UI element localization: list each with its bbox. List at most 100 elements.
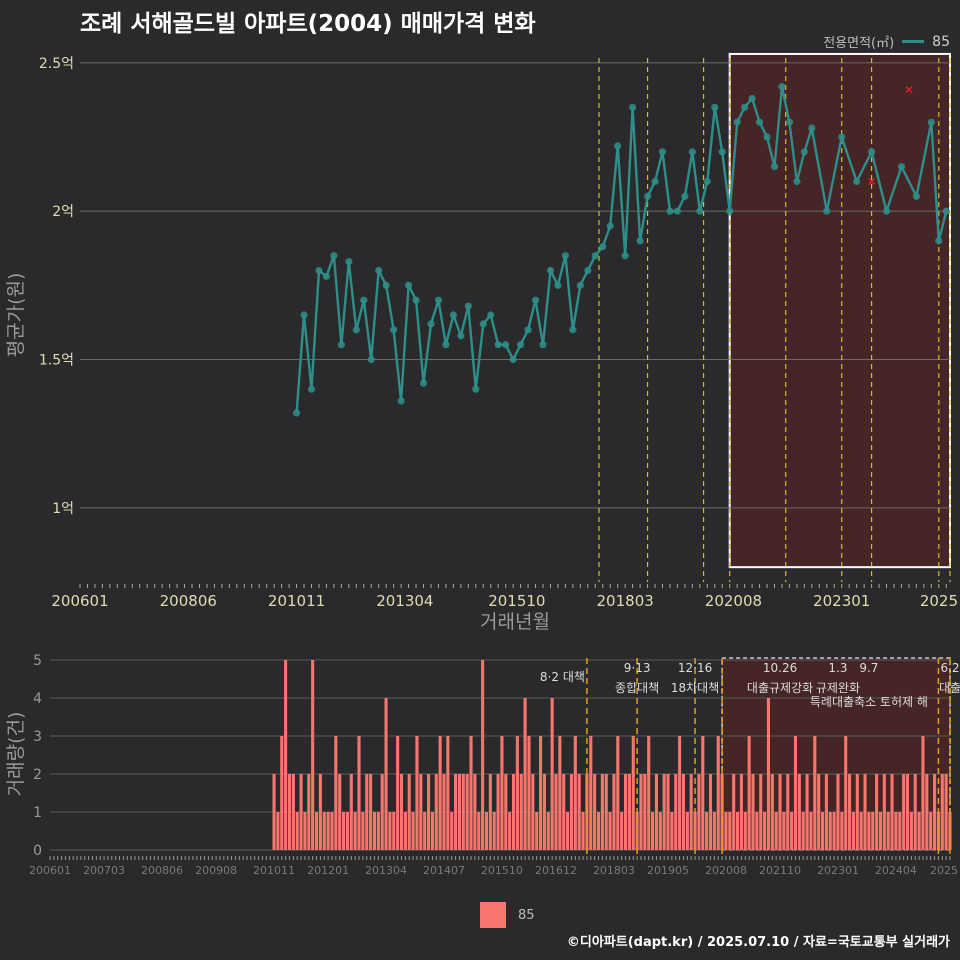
- volume-bar: [882, 774, 886, 850]
- volume-bar: [763, 812, 767, 850]
- volume-bar: [681, 774, 686, 850]
- volume-bar: [272, 774, 276, 850]
- volume-bar: [751, 774, 755, 850]
- bottom-y-tick-label: 0: [33, 843, 42, 859]
- price-point: [479, 320, 487, 328]
- price-point: [718, 148, 726, 156]
- volume-bar: [338, 774, 342, 850]
- volume-bar: [623, 774, 628, 850]
- volume-bar: [905, 774, 910, 850]
- volume-bar: [824, 774, 828, 850]
- volume-bar: [299, 774, 303, 850]
- volume-bar: [465, 774, 469, 850]
- bottom-y-tick-label: 3: [33, 729, 42, 745]
- volume-bar: [303, 812, 307, 850]
- volume-bar: [500, 736, 504, 850]
- volume-bar: [596, 812, 601, 850]
- price-point: [360, 296, 368, 304]
- volume-bar: [523, 698, 527, 850]
- volume-bar: [542, 774, 546, 850]
- volume-bar: [944, 774, 948, 850]
- top-x-tick-label: 200806: [160, 592, 217, 610]
- top-x-tick-label: 201803: [597, 592, 654, 610]
- price-point: [397, 397, 405, 405]
- price-point: [696, 207, 704, 215]
- volume-bar: [871, 812, 875, 850]
- volume-bar: [705, 812, 709, 850]
- bottom-y-tick-label: 5: [33, 653, 42, 669]
- volume-bar: [342, 812, 346, 850]
- volume-bar: [600, 774, 604, 850]
- price-point: [935, 237, 943, 245]
- volume-bar: [504, 774, 508, 850]
- price-point: [404, 281, 413, 289]
- volume-bar: [616, 736, 620, 850]
- volume-bar: [732, 774, 736, 850]
- price-point: [390, 326, 398, 334]
- price-point: [599, 243, 607, 251]
- event-annotation-label: 종합대책: [615, 680, 659, 695]
- price-line: [295, 86, 948, 413]
- volume-bar: [620, 812, 624, 850]
- price-point: [688, 148, 696, 156]
- volume-bar: [334, 736, 338, 850]
- volume-bar: [685, 812, 689, 850]
- volume-bar: [284, 660, 288, 850]
- volume-bar: [902, 774, 906, 850]
- volume-bar: [322, 812, 326, 850]
- volume-bar: [662, 774, 666, 850]
- price-point: [434, 296, 443, 304]
- volume-bar: [392, 812, 396, 850]
- volume-bar: [801, 812, 805, 850]
- volume-bar: [736, 812, 740, 850]
- event-annotation-date: 9.7: [859, 661, 878, 675]
- volume-bar: [365, 774, 369, 850]
- volume-bar: [349, 774, 353, 850]
- volume-bar: [454, 774, 458, 850]
- volume-bar: [797, 774, 801, 850]
- volume-bar: [774, 812, 778, 850]
- price-point: [770, 163, 779, 171]
- top-y-tick-label: 1억: [52, 501, 74, 517]
- volume-bar: [357, 736, 361, 850]
- price-point: [666, 207, 674, 215]
- price-point: [621, 252, 629, 260]
- volume-bar: [492, 812, 496, 850]
- price-point: [315, 266, 323, 275]
- volume-bar: [828, 812, 832, 850]
- volume-bar: [898, 812, 902, 850]
- volume-bar: [643, 774, 647, 850]
- volume-bar: [929, 812, 933, 850]
- volume-bar: [674, 774, 678, 850]
- volume-bar: [446, 736, 450, 850]
- price-point: [524, 326, 532, 334]
- volume-bar: [809, 812, 813, 850]
- volume-bar: [295, 812, 299, 850]
- price-point: [382, 281, 390, 289]
- top-y-tick-label: 2.5억: [39, 56, 74, 72]
- volume-bar: [859, 812, 863, 850]
- price-point: [823, 207, 831, 215]
- price-point: [517, 341, 525, 349]
- bottom-x-tick-label: 201612: [535, 864, 577, 877]
- volume-bar: [863, 774, 867, 850]
- volume-bar: [407, 774, 411, 850]
- price-point: [636, 237, 644, 245]
- cancelled-marker: [905, 86, 913, 94]
- volume-bar: [639, 774, 643, 850]
- volume-bar: [604, 774, 608, 850]
- volume-bar: [666, 774, 670, 850]
- volume-bar: [647, 736, 651, 850]
- legend-top: 전용면적(㎡) 85: [823, 32, 950, 52]
- price-point: [419, 379, 428, 387]
- price-point: [867, 148, 876, 156]
- volume-bar: [511, 774, 516, 850]
- volume-bar: [535, 812, 539, 850]
- volume-bar: [430, 812, 434, 850]
- volume-bar: [770, 774, 774, 850]
- volume-bar: [840, 812, 844, 850]
- volume-bar: [388, 812, 392, 850]
- volume-bar: [813, 736, 817, 850]
